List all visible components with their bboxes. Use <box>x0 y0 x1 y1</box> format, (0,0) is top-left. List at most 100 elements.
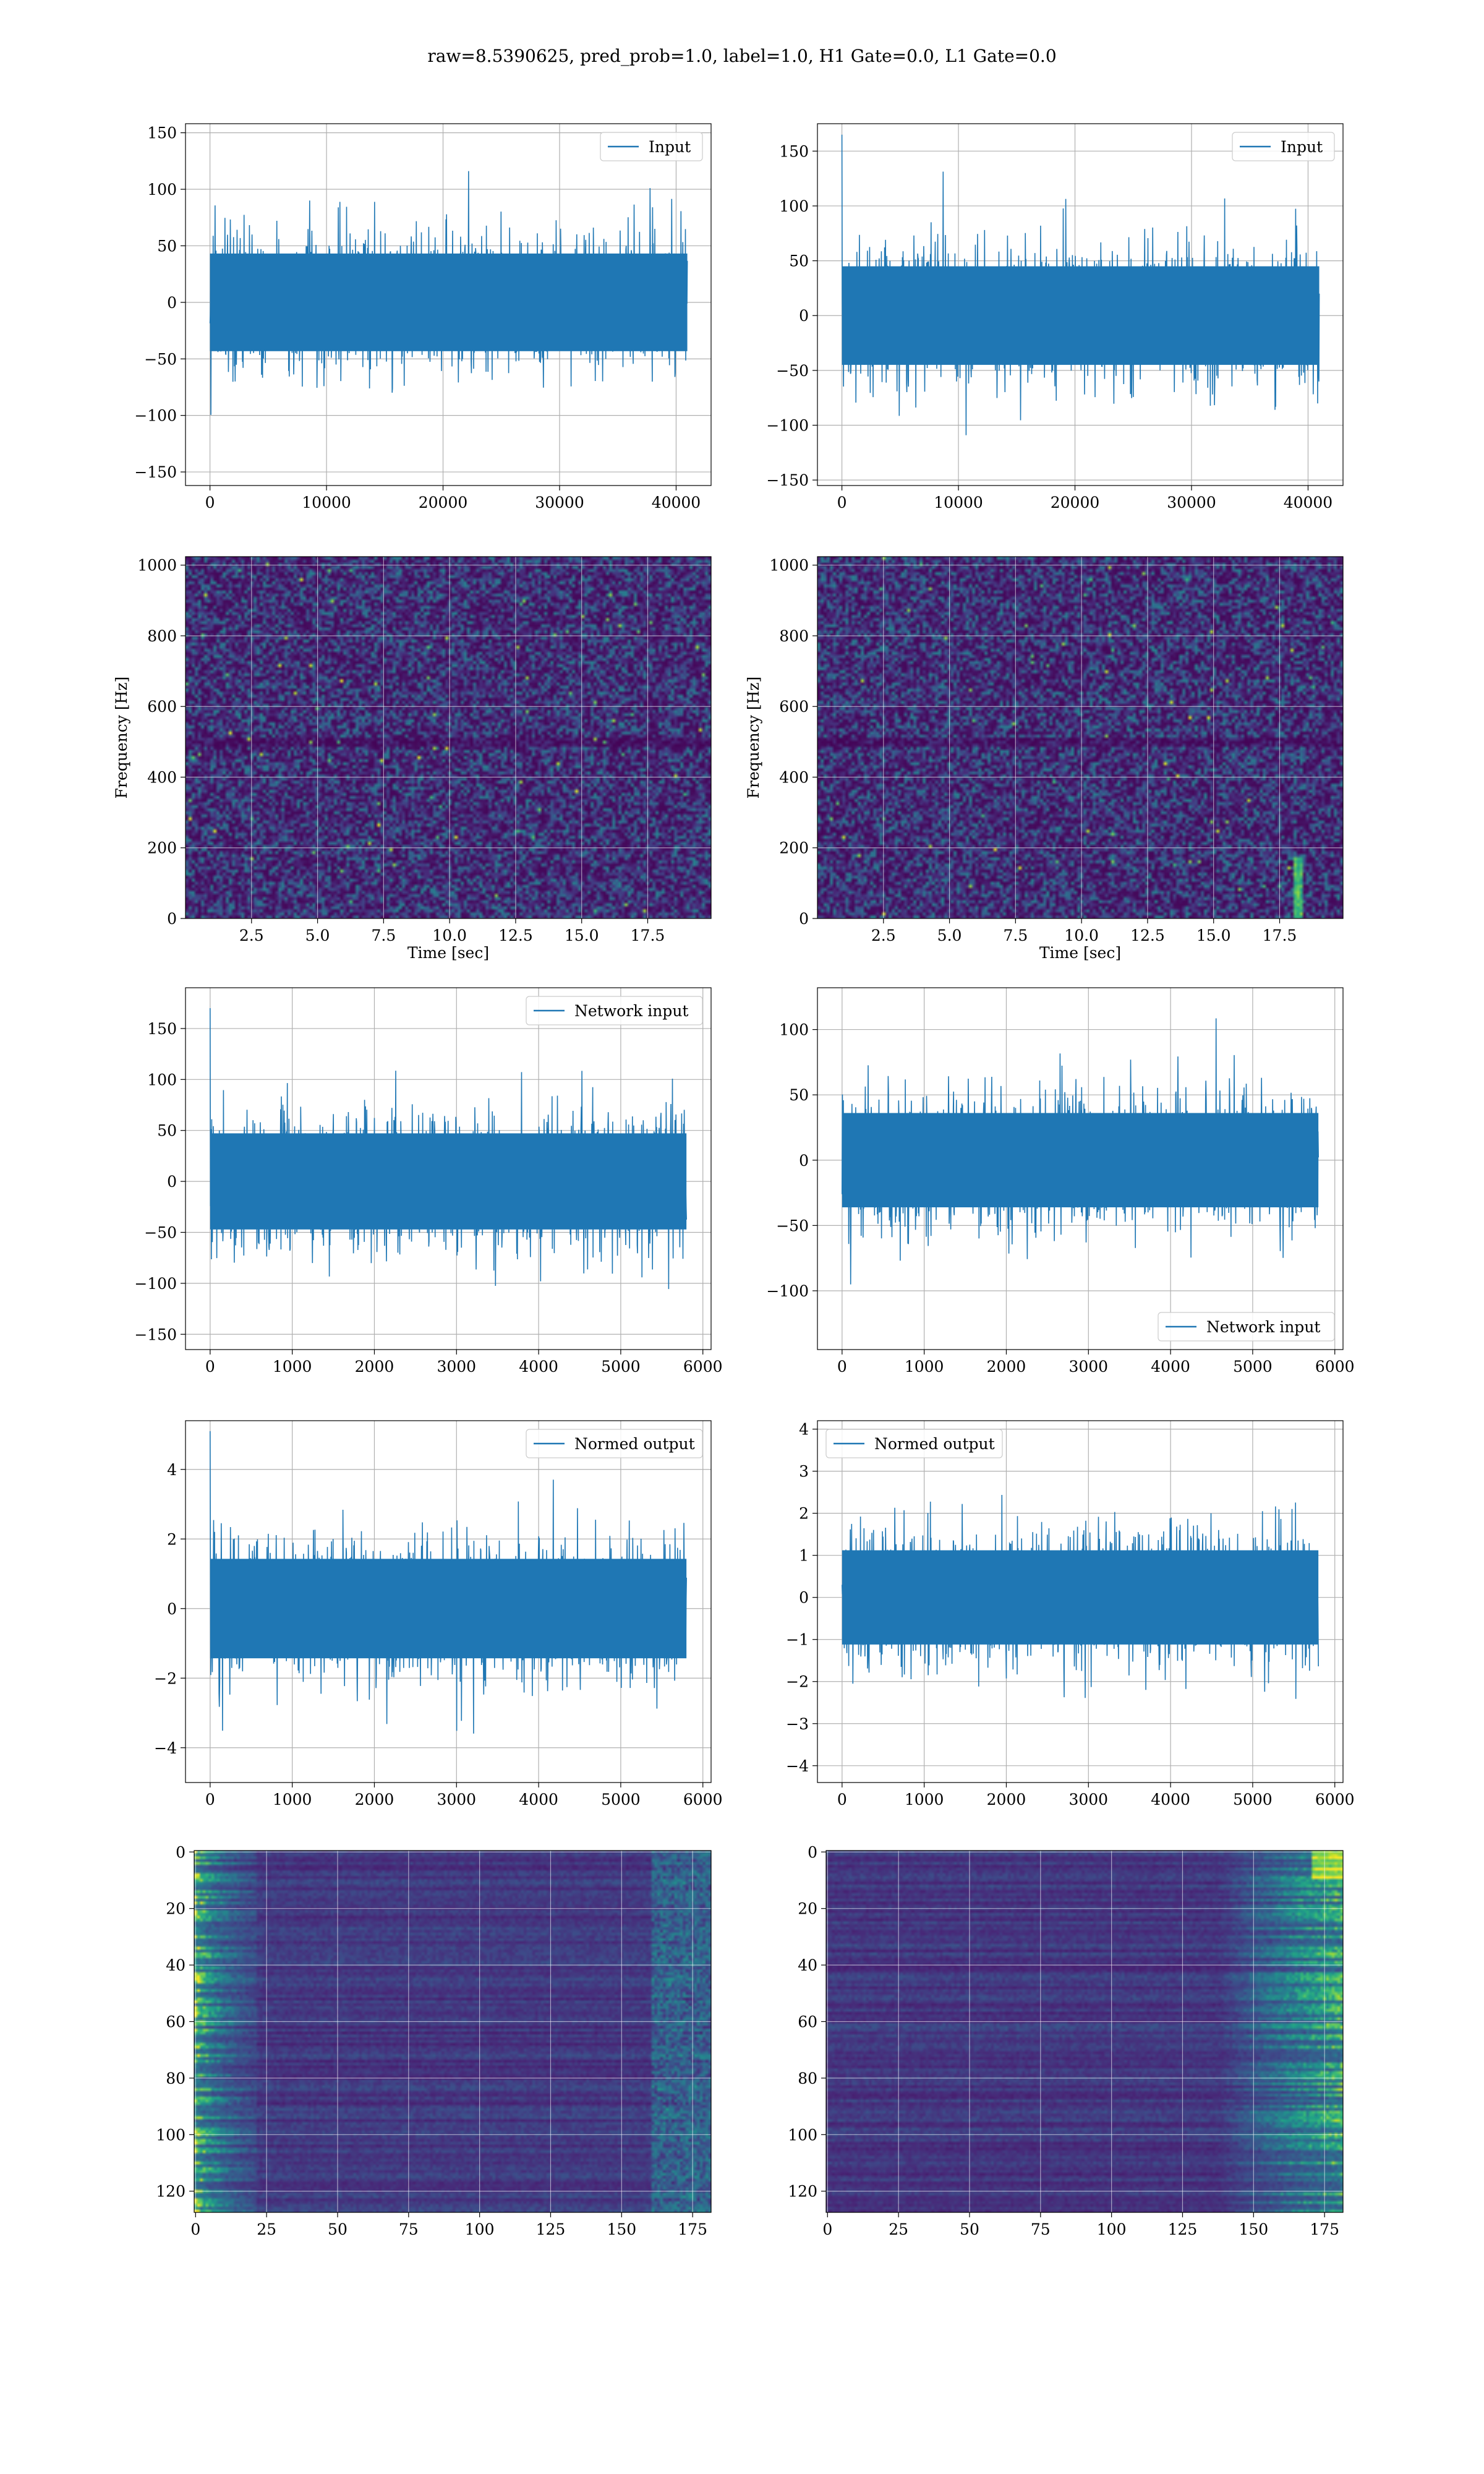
legend-label: Normed output <box>574 1435 695 1453</box>
x-tick-label: 50 <box>328 2220 348 2238</box>
y-tick-label: −50 <box>776 1217 809 1235</box>
x-tick-label: 0 <box>837 1358 847 1376</box>
legend: Input <box>600 132 703 161</box>
panel-r5c2: 0 25 50 75 100 125 150 175 0 20 40 60 80 100 120 <box>788 1843 1344 2238</box>
y-tick-label: 50 <box>789 1086 809 1104</box>
matrix-image <box>826 1851 1343 2212</box>
y-tick-label: −100 <box>134 1275 177 1293</box>
panel-r5c1: 0 25 50 75 100 125 150 175 0 20 40 60 80 100 120 <box>156 1843 712 2238</box>
y-tick-label: 150 <box>147 124 177 142</box>
x-tick-label: 0 <box>205 494 215 511</box>
x-tick-label: 40000 <box>1284 494 1333 511</box>
legend: Normed output <box>526 1429 703 1458</box>
series-core-band <box>842 266 1320 365</box>
x-tick-label: 5.0 <box>937 927 962 944</box>
panel-r2c2: 2.5 5.0 7.5 10.0 12.5 15.0 17.5 0 200 400 600 800 10… <box>744 556 1344 962</box>
y-tick-label: 3 <box>799 1463 809 1481</box>
x-tick-label: 2000 <box>987 1358 1026 1376</box>
x-tick-label: 4000 <box>1151 1358 1190 1376</box>
y-tick-label: 800 <box>147 627 177 645</box>
x-tick-label: 15.0 <box>1196 927 1231 944</box>
x-tick-label: 3000 <box>1068 1791 1108 1808</box>
figure-title: raw=8.5390625, pred_prob=1.0, label=1.0,… <box>427 46 1056 66</box>
y-tick-label: 100 <box>788 2126 817 2144</box>
x-tick-label: 1000 <box>273 1791 312 1808</box>
legend: Network input <box>526 996 703 1025</box>
y-tick-label: 400 <box>779 768 809 786</box>
y-tick-label: 0 <box>808 1843 817 1861</box>
x-tick-label: 20000 <box>1051 494 1100 511</box>
y-tick-label: −3 <box>786 1715 809 1733</box>
axes-frame <box>185 123 712 486</box>
y-axis-label: Frequency [Hz] <box>113 677 130 799</box>
y-tick-label: 100 <box>147 181 177 199</box>
y-tick-label: −150 <box>766 471 809 489</box>
x-tick-label: 3000 <box>437 1358 476 1376</box>
panels: 0 10000 20000 30000 40000−150−100−5005010015… <box>113 123 1355 2238</box>
panel-r1c2: 0 10000 20000 30000 40000 −150 −100 −50 0 50 100 15… <box>766 123 1344 511</box>
x-tick-label: 2.5 <box>239 927 264 944</box>
legend-box <box>526 1429 703 1458</box>
x-tick-label: 5000 <box>601 1358 641 1376</box>
matrix-image <box>194 1851 711 2212</box>
y-tick-label: −1 <box>786 1631 809 1649</box>
y-tick-label: −2 <box>154 1669 177 1687</box>
panel-r2c1: 2.5 5.0 7.5 10.0 12.5 15.0 17.5 0 200 400 600 800 10… <box>113 556 712 962</box>
axes-frame <box>817 556 1344 919</box>
x-tick-label: 3000 <box>437 1791 476 1808</box>
x-tick-label: 1000 <box>905 1358 944 1376</box>
y-tick-label: −100 <box>134 407 177 425</box>
y-tick-label: 20 <box>166 1900 186 1918</box>
legend-box <box>600 132 703 161</box>
spectrogram-image <box>817 557 1343 918</box>
y-tick-label: 50 <box>157 237 177 255</box>
legend-label: Network input <box>574 1002 688 1020</box>
y-tick-label: −50 <box>776 362 809 380</box>
y-tick-label: −4 <box>154 1739 177 1757</box>
y-tick-label: 100 <box>147 1071 177 1089</box>
x-tick-label: 17.5 <box>1263 927 1297 944</box>
x-tick-label: 1000 <box>273 1358 312 1376</box>
panel-r4c2: 0 1000 2000 3000 4000 5000 6000 −4 −3 −2 −1 0 1 2 3 4 No… <box>786 1420 1355 1808</box>
y-tick-label: 1 <box>799 1547 809 1565</box>
series-core-band <box>210 1133 687 1230</box>
y-tick-label: −150 <box>134 1325 177 1343</box>
series-core-band <box>210 1559 687 1659</box>
y-tick-label: 2 <box>799 1505 809 1523</box>
legend-label: Input <box>649 138 691 156</box>
y-tick-label: −50 <box>144 1223 177 1241</box>
x-tick-label: 40000 <box>652 494 701 511</box>
panel-r4c1: 0 1000 2000 3000 4000 5000 6000 −4 −2 0 2 4 Normed o… <box>154 1420 723 1808</box>
y-tick-label: 200 <box>147 839 177 857</box>
x-tick-label: 4000 <box>519 1358 558 1376</box>
y-tick-label: 0 <box>167 1600 177 1618</box>
y-tick-label: −100 <box>766 417 809 435</box>
x-tick-label: 5.0 <box>305 927 330 944</box>
series-core-band <box>210 253 688 351</box>
x-tick-label: 12.5 <box>1130 927 1165 944</box>
x-tick-label: 125 <box>536 2220 566 2238</box>
y-tick-label: 1000 <box>769 557 809 575</box>
x-axis-label: Time [sec] <box>1039 944 1121 962</box>
axes-frame <box>185 556 712 919</box>
x-tick-label: 0 <box>837 1791 847 1808</box>
x-tick-label: 10.0 <box>432 927 467 944</box>
x-tick-label: 7.5 <box>371 927 396 944</box>
x-tick-label: 50 <box>960 2220 979 2238</box>
x-tick-label: 6000 <box>683 1791 723 1808</box>
y-tick-label: 0 <box>167 1173 177 1191</box>
x-tick-label: 17.5 <box>631 927 665 944</box>
x-tick-label: 2000 <box>355 1791 394 1808</box>
x-tick-label: 75 <box>399 2220 419 2238</box>
x-tick-label: 0 <box>822 2220 832 2238</box>
y-tick-label: −4 <box>786 1757 809 1775</box>
legend-label: Input <box>1281 138 1323 156</box>
y-tick-label: 400 <box>147 768 177 786</box>
y-tick-label: 120 <box>156 2183 186 2201</box>
y-tick-label: 200 <box>779 839 809 857</box>
y-tick-label: 40 <box>166 1956 186 1974</box>
y-tick-label: 2 <box>167 1530 177 1548</box>
y-tick-label: 600 <box>779 698 809 716</box>
x-tick-label: 75 <box>1031 2220 1051 2238</box>
x-axis-label: Time [sec] <box>407 944 489 962</box>
